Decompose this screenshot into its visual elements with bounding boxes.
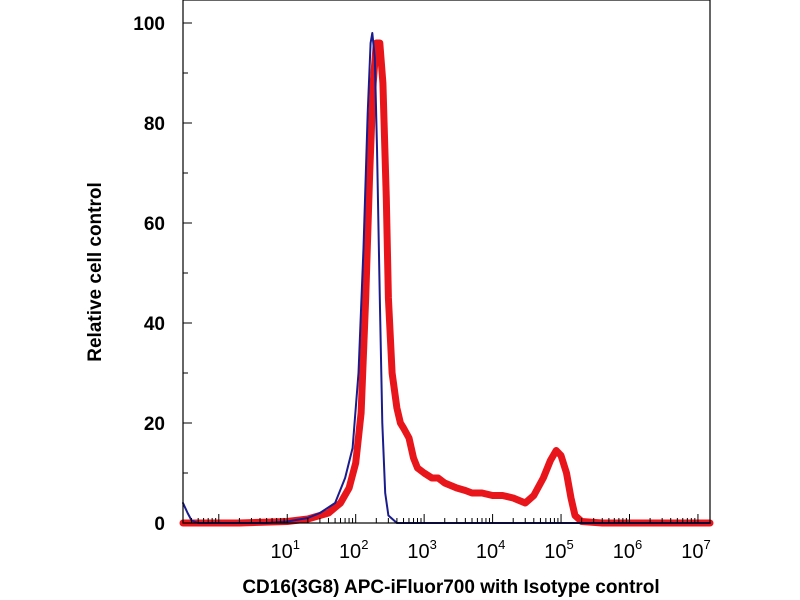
x-axis-title: CD16(3G8) APC-iFluor700 with Isotype con… xyxy=(242,577,659,598)
x-tick-label: 101 xyxy=(270,537,299,563)
y-axis-title: Relative cell control xyxy=(85,182,106,362)
x-tick-label: 105 xyxy=(544,537,573,563)
x-tick-label: 104 xyxy=(476,537,505,563)
series-line xyxy=(179,39,714,527)
y-tick-label: 20 xyxy=(144,414,165,435)
x-tick-label: 106 xyxy=(613,537,642,563)
y-tick-label: 0 xyxy=(154,514,165,535)
y-tick-label: 40 xyxy=(144,314,165,335)
y-axis-ticks: 0 20 40 60 80 100 xyxy=(133,14,192,535)
x-tick-label: 103 xyxy=(407,537,436,563)
plot-frame xyxy=(182,0,711,524)
x-tick-label: 102 xyxy=(339,537,368,563)
y-tick-label: 60 xyxy=(144,214,165,235)
x-tick-label: 107 xyxy=(681,537,710,563)
y-tick-label: 80 xyxy=(144,114,165,135)
x-axis-ticks: 101 102 103 104 105 106 107 xyxy=(182,514,711,563)
y-tick-label: 100 xyxy=(133,14,165,35)
